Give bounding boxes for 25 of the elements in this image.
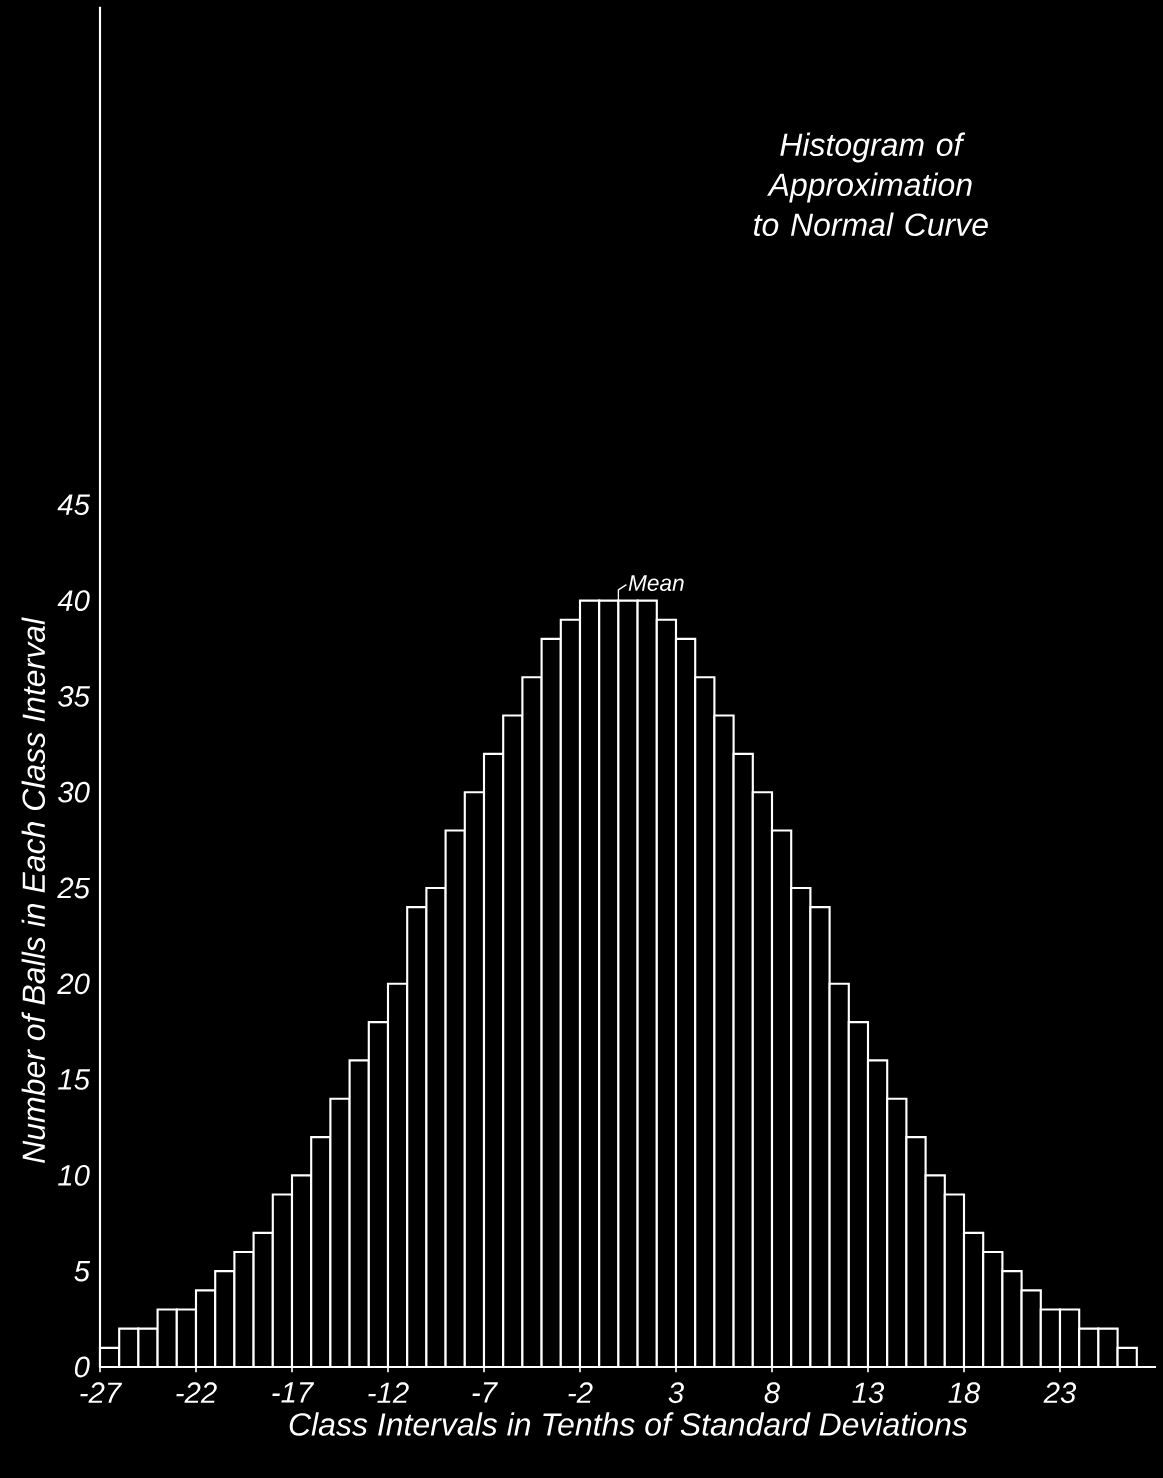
x-tick-label: 3 xyxy=(668,1382,684,1404)
x-tick-label: -7 xyxy=(472,1382,498,1403)
y-tick-label: 0 xyxy=(74,1356,90,1378)
x-tick-label: 13 xyxy=(852,1382,885,1404)
x-tick-label: -27 xyxy=(80,1382,123,1403)
x-tick-label: -12 xyxy=(368,1382,409,1403)
y-tick-label: 25 xyxy=(57,877,91,899)
x-tick-label: 23 xyxy=(1043,1382,1077,1404)
x-tick-label: 8 xyxy=(764,1382,780,1404)
y-tick-label: 5 xyxy=(74,1260,91,1282)
y-tick-label: 10 xyxy=(58,1165,90,1186)
annotation: Mean xyxy=(628,575,684,591)
y-tick-label: 45 xyxy=(57,494,91,516)
y-tick-label: 35 xyxy=(58,686,91,707)
y-tick-label: 20 xyxy=(57,973,90,995)
x-tick-label: 18 xyxy=(948,1382,981,1404)
y-tick-label: 15 xyxy=(58,1069,91,1090)
x-tick-label: -2 xyxy=(568,1382,593,1403)
x-axis-title: Class Intervals in Tenths of Standard Deviations xyxy=(289,1412,968,1436)
y-axis-title: Number of Balls in Each Class Interval xyxy=(21,617,46,1163)
x-tick-label: -17 xyxy=(272,1382,315,1403)
y-tick-label: 30 xyxy=(58,781,90,803)
text: Histogram of Approximation to Normal Curve xyxy=(754,132,988,237)
x-tick-label: -22 xyxy=(176,1382,217,1403)
y-tick-label: 40 xyxy=(57,590,90,611)
